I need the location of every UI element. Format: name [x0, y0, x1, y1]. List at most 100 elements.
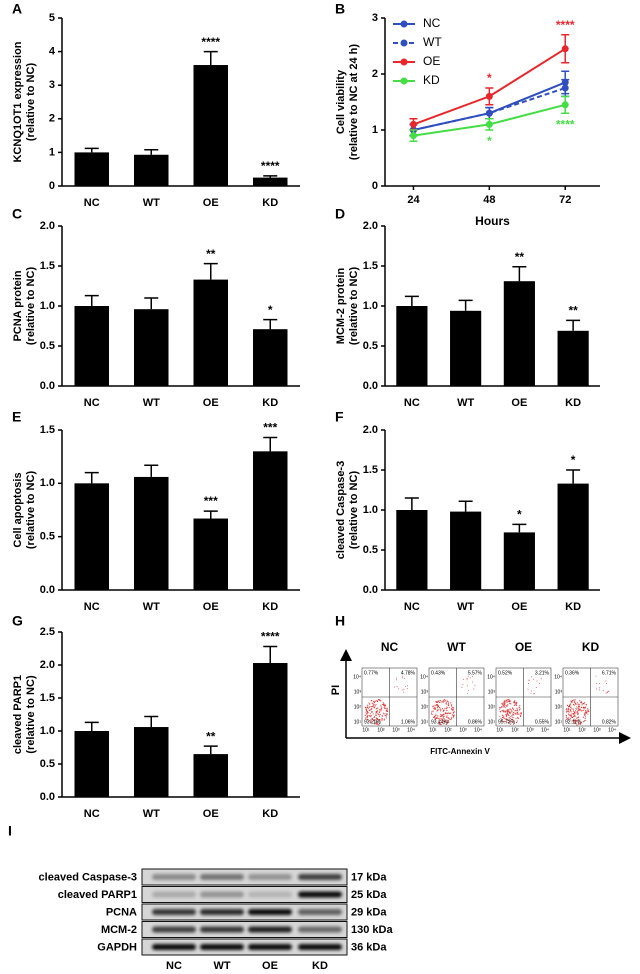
- dot: [568, 711, 570, 713]
- quadrant-percent: 6.71%: [602, 670, 617, 676]
- dot: [466, 677, 468, 679]
- y-tick-label: 3: [49, 79, 55, 91]
- data-point: [409, 132, 417, 140]
- dot: [577, 707, 579, 709]
- dot: [436, 704, 438, 706]
- dot: [509, 700, 511, 702]
- dot: [579, 709, 581, 711]
- dot: [502, 702, 505, 704]
- x-tick-label: WT: [143, 197, 160, 209]
- dot: [443, 715, 445, 717]
- dot: [566, 718, 568, 720]
- dot: [580, 710, 582, 712]
- blot-strip: [141, 886, 348, 903]
- dot: [398, 688, 400, 690]
- dot: [438, 722, 441, 724]
- y-tick-label: 1.5: [40, 692, 55, 704]
- dot: [515, 718, 517, 720]
- y-tick-label: 1: [49, 146, 55, 158]
- dot: [373, 701, 375, 703]
- dot: [440, 718, 442, 720]
- dot: [508, 709, 510, 711]
- dot: [500, 717, 502, 720]
- row-label: cleaved PARP1: [58, 889, 137, 901]
- dot: [573, 700, 575, 702]
- y-tick-label: 2.0: [40, 659, 55, 671]
- dot: [528, 679, 530, 681]
- dot: [565, 711, 568, 713]
- dot: [567, 707, 570, 709]
- bar: [74, 152, 110, 186]
- x-tick-label: OE: [511, 397, 527, 409]
- dot: [606, 683, 608, 685]
- dot: [579, 700, 581, 702]
- dot: [451, 717, 453, 719]
- dot: [385, 717, 387, 719]
- quadrant-percent: 3.21%: [535, 670, 550, 676]
- dot: [507, 699, 510, 701]
- dot: [502, 704, 504, 706]
- dot: [370, 720, 372, 723]
- y-tick-label: 0: [372, 180, 378, 192]
- axis-tick: 10⁴: [407, 727, 415, 733]
- dot: [433, 716, 436, 718]
- dot: [461, 686, 463, 688]
- dot: [384, 715, 386, 717]
- dot: [450, 705, 452, 707]
- x-tick-label: 72: [559, 194, 571, 206]
- error-bar: [203, 510, 218, 519]
- dot: [383, 718, 385, 720]
- dot: [433, 707, 436, 709]
- dot: [572, 708, 574, 710]
- y-axis-label: PI: [330, 685, 342, 695]
- dot: [577, 722, 579, 724]
- dot: [599, 689, 601, 691]
- dot: [444, 700, 446, 702]
- y-tick-label: 1.5: [40, 260, 55, 272]
- dot: [367, 712, 369, 714]
- lane-label: OE: [262, 960, 278, 972]
- dot: [373, 716, 375, 718]
- dot: [431, 711, 433, 713]
- panel-letter: D: [335, 206, 345, 222]
- dot: [444, 719, 447, 721]
- dot: [452, 716, 454, 719]
- dot: [507, 722, 509, 724]
- y-axis-label: KCNQ1OT1 expression: [12, 41, 24, 162]
- dot: [442, 710, 444, 713]
- dot: [505, 701, 507, 703]
- dot: [439, 706, 441, 709]
- dot: [370, 706, 372, 708]
- dot: [377, 713, 380, 715]
- dot: [505, 711, 507, 713]
- dot: [512, 723, 514, 725]
- dot: [565, 709, 567, 711]
- dot: [371, 705, 373, 708]
- axis-tick: 10³: [459, 727, 467, 733]
- dot: [512, 713, 514, 715]
- dot: [367, 708, 369, 710]
- dot: [583, 720, 585, 723]
- axis-tick: 10²: [444, 727, 452, 733]
- dot: [507, 703, 509, 706]
- dot: [378, 699, 381, 701]
- dot: [507, 714, 509, 716]
- dot: [519, 708, 521, 710]
- dot: [533, 693, 535, 695]
- dot: [573, 703, 575, 706]
- dot: [370, 714, 372, 717]
- dot: [504, 718, 506, 720]
- dot: [507, 709, 509, 711]
- x-tick-label: KD: [565, 601, 581, 613]
- x-tick-label: KD: [262, 808, 278, 820]
- dot: [498, 708, 501, 710]
- legend-label: NC: [423, 16, 441, 30]
- dot: [451, 714, 453, 716]
- dot: [502, 709, 504, 711]
- y-tick-label: 2.0: [363, 424, 378, 436]
- error-bar: [84, 294, 99, 306]
- dot: [404, 677, 406, 679]
- dot: [447, 720, 449, 722]
- x-tick-label: NC: [404, 601, 420, 613]
- dot: [440, 721, 442, 724]
